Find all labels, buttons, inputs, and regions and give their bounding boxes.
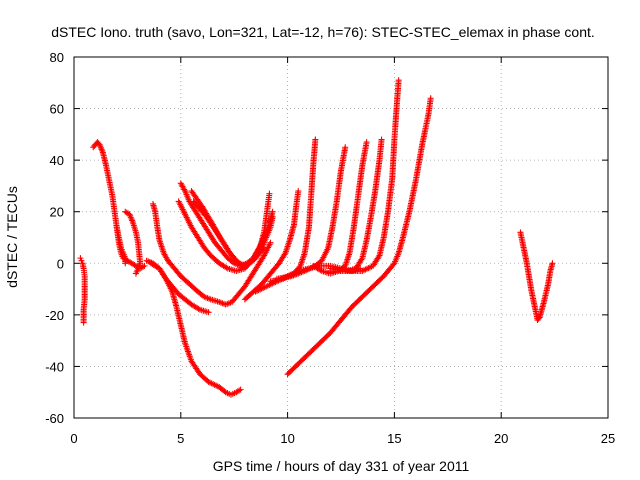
data-point — [549, 260, 556, 267]
series-arc — [327, 136, 385, 275]
data-point — [269, 213, 276, 220]
x-tick-labels: 0 5 10 15 20 25 — [70, 431, 615, 446]
y-tick-label: 0 — [57, 256, 64, 271]
data-point — [195, 305, 202, 312]
data-point — [223, 264, 230, 271]
data-point — [312, 136, 319, 143]
series-arc — [284, 95, 434, 378]
series-arc — [188, 188, 268, 269]
y-tick-labels: -60 -40 -20 0 20 40 60 80 — [45, 50, 64, 426]
data-point — [267, 239, 274, 246]
data-point — [132, 270, 139, 277]
data-point — [342, 144, 349, 151]
data-point — [266, 190, 273, 197]
data-point — [261, 244, 268, 251]
data-marks — [77, 77, 556, 398]
y-tick-label: -60 — [45, 411, 64, 426]
chart-title: dSTEC Iono. truth (savo, Lon=321, Lat=-1… — [51, 24, 595, 40]
series-arc — [150, 200, 274, 308]
data-point — [295, 188, 302, 195]
data-point — [317, 267, 324, 274]
series-arc — [310, 139, 370, 277]
x-tick-label: 10 — [280, 431, 294, 446]
series-arc — [147, 260, 212, 316]
series-arc — [77, 255, 88, 326]
data-point — [260, 246, 267, 253]
data-point — [221, 388, 228, 395]
data-point — [427, 95, 434, 102]
x-tick-label: 5 — [177, 431, 184, 446]
series-arc — [143, 257, 244, 398]
data-point — [390, 261, 397, 268]
plot-frame — [73, 56, 609, 419]
data-point — [78, 257, 85, 264]
data-point — [141, 262, 148, 269]
y-tick-label: 20 — [50, 205, 64, 220]
data-point — [205, 309, 212, 316]
data-point — [122, 260, 129, 267]
x-tick-label: 25 — [601, 431, 615, 446]
data-point — [363, 139, 370, 146]
series-arc — [327, 77, 402, 275]
x-tick-label: 20 — [494, 431, 508, 446]
y-axis-label: dSTEC / TECUs — [4, 186, 20, 288]
series-arc — [122, 208, 144, 277]
data-point — [77, 255, 84, 262]
series-arc — [241, 188, 302, 303]
y-tick-label: 40 — [50, 153, 64, 168]
y-tick-label: -40 — [45, 359, 64, 374]
y-tick-label: -20 — [45, 308, 64, 323]
grid — [74, 57, 608, 418]
series-arc — [273, 144, 349, 282]
series-arc — [267, 136, 319, 285]
x-tick-label: 0 — [70, 431, 77, 446]
data-point — [395, 77, 402, 84]
data-point — [80, 319, 87, 326]
axis-ticks — [73, 56, 609, 419]
data-point — [237, 386, 244, 393]
data-point — [269, 208, 276, 215]
series-arc — [113, 224, 129, 267]
y-tick-label: 60 — [50, 102, 64, 117]
series-arc — [517, 229, 556, 324]
data-point — [236, 387, 243, 394]
x-axis-label: GPS time / hours of day 331 of year 2011 — [213, 458, 470, 474]
y-tick-label: 80 — [50, 50, 64, 65]
x-tick-label: 15 — [387, 431, 401, 446]
data-point — [378, 136, 385, 143]
